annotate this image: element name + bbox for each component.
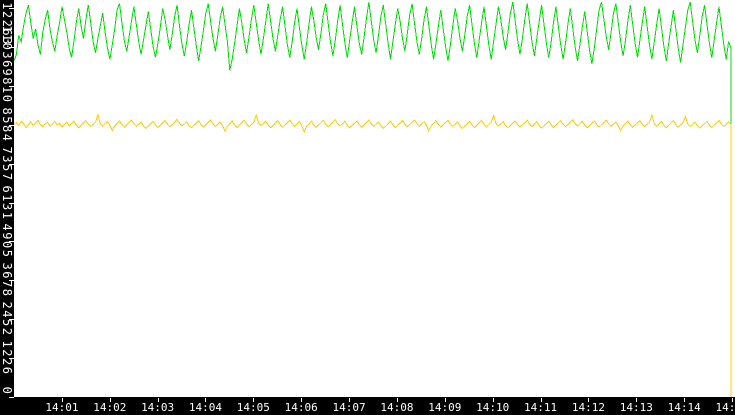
y-axis-tick	[9, 280, 14, 281]
y-axis-tick	[9, 397, 14, 398]
y-axis-band	[0, 0, 14, 415]
x-axis-tick	[110, 398, 111, 402]
y-axis-tick	[9, 241, 14, 242]
x-tick-label: 14:15	[715, 401, 735, 414]
x-axis-tick	[445, 398, 446, 402]
x-axis-tick	[349, 398, 350, 402]
x-tick-label: 14:14	[667, 401, 701, 414]
x-tick-label: 14:10	[476, 401, 510, 414]
x-tick-label: 14:06	[284, 401, 318, 414]
x-tick-label: 14:05	[236, 401, 270, 414]
y-axis-tick	[9, 8, 14, 9]
x-axis-tick	[636, 398, 637, 402]
x-tick-label: 14:02	[93, 401, 127, 414]
x-tick-label: 14:11	[523, 401, 558, 414]
y-axis-tick	[9, 203, 14, 204]
x-axis-tick	[253, 398, 254, 402]
x-tick-label: 14:12	[571, 401, 605, 414]
plot-area	[14, 1, 732, 397]
y-axis-tick	[9, 358, 14, 359]
x-axis-tick	[684, 398, 685, 402]
y-axis-tick	[9, 164, 14, 165]
x-axis-tick	[493, 398, 494, 402]
x-axis-tick	[205, 398, 206, 402]
x-tick-label: 14:09	[428, 401, 462, 414]
y-axis-tick	[9, 47, 14, 48]
y-axis-tick	[9, 125, 14, 126]
x-axis-tick	[397, 398, 398, 402]
x-axis-tick	[158, 398, 159, 402]
x-axis-tick	[301, 398, 302, 402]
x-axis-band	[0, 397, 735, 415]
y-tick-label: 0	[0, 386, 14, 395]
y-axis-tick	[9, 319, 14, 320]
x-axis-tick	[588, 398, 589, 402]
x-tick-label: 14:07	[332, 401, 366, 414]
y-axis-tick	[9, 86, 14, 87]
green-series-line	[14, 1, 732, 397]
x-axis-tick	[732, 398, 733, 402]
x-tick-label: 14:01	[45, 401, 79, 414]
x-tick-label: 14:13	[619, 401, 653, 414]
x-axis-tick	[541, 398, 542, 402]
x-axis-tick	[62, 398, 63, 402]
x-tick-label: 14:03	[141, 401, 175, 414]
x-tick-label: 14:04	[188, 401, 223, 414]
yellow-series-line	[14, 112, 732, 397]
x-tick-label: 14:08	[380, 401, 414, 414]
